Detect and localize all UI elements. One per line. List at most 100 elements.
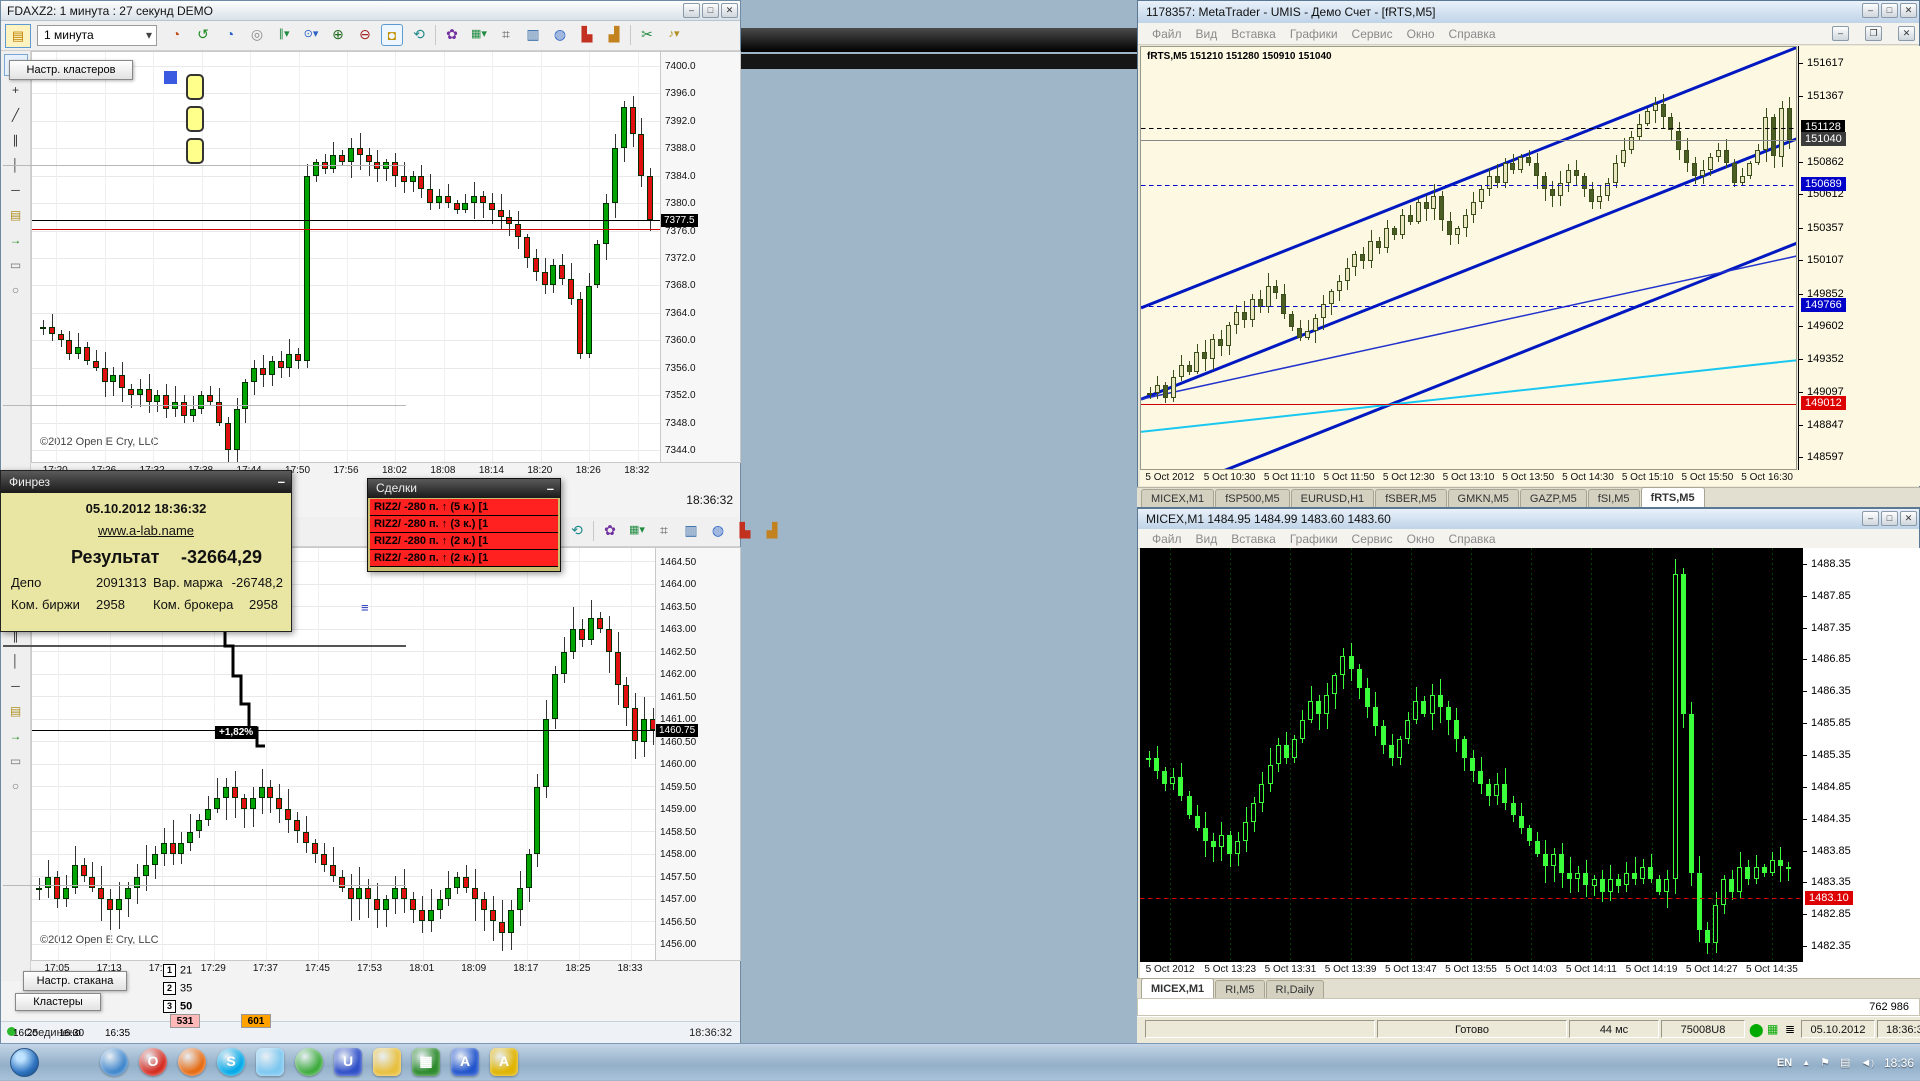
tab-gazp-m5[interactable]: GAZP,M5 bbox=[1520, 489, 1587, 507]
mdi-restore-icon[interactable]: ❐ bbox=[1865, 26, 1882, 41]
opera-icon[interactable]: O bbox=[139, 1048, 167, 1076]
indicator-icon[interactable]: ✿ bbox=[599, 520, 621, 542]
oec-top-chart[interactable]: ©2012 Open E Cry, LLC bbox=[31, 51, 661, 463]
alert-bell-icon[interactable]: ♪▾ bbox=[663, 24, 685, 46]
reload-data-icon[interactable]: ⟲ bbox=[566, 520, 588, 542]
dom-settings-button[interactable]: Настр. стакана bbox=[23, 971, 127, 991]
close-icon[interactable]: ✕ bbox=[721, 3, 738, 18]
tray-expand-icon[interactable]: ▲ bbox=[1802, 1058, 1810, 1067]
menu-item-сервис[interactable]: Сервис bbox=[1352, 532, 1393, 546]
deals-title-bar[interactable]: Сделки – bbox=[368, 479, 560, 498]
tab-micex-m1[interactable]: MICEX,M1 bbox=[1141, 489, 1214, 507]
tab-frts-m5[interactable]: fRTS,M5 bbox=[1641, 487, 1705, 507]
frts-chart[interactable]: fRTS,M5 151210 151280 150910 151040 bbox=[1140, 46, 1797, 470]
network-icon[interactable]: ▤ bbox=[1840, 1056, 1850, 1069]
maximize-icon[interactable]: □ bbox=[1881, 3, 1898, 18]
tab-gmkn-m5[interactable]: GMKN,M5 bbox=[1448, 489, 1519, 507]
tab-eurusd-h1[interactable]: EURUSD,H1 bbox=[1291, 489, 1375, 507]
taskbar-clock[interactable]: 18:36 bbox=[1884, 1056, 1914, 1070]
lock-icon[interactable]: ◘ bbox=[381, 24, 403, 46]
rectangle-tool-icon[interactable]: ▭ bbox=[4, 254, 28, 276]
histogram-icon[interactable]: ▟ bbox=[761, 520, 783, 542]
deal-row[interactable]: RIZ2/ -280 п. ↑ (2 к.) [1 bbox=[370, 550, 558, 567]
snapshot-icon[interactable]: ▥ bbox=[522, 24, 544, 46]
menu-item-справка[interactable]: Справка bbox=[1449, 27, 1496, 41]
volume-profile-icon[interactable]: ▙ bbox=[734, 520, 756, 542]
linked-windows-icon[interactable]: ⌗ bbox=[653, 520, 675, 542]
indicator-icon[interactable]: ✿ bbox=[441, 24, 463, 46]
refresh-icon[interactable]: ↺ bbox=[192, 24, 214, 46]
menu-item-справка[interactable]: Справка bbox=[1449, 532, 1496, 546]
volume-profile-icon[interactable]: ▙ bbox=[576, 24, 598, 46]
ellipse-tool-icon[interactable]: ○ bbox=[4, 775, 28, 797]
compass-icon[interactable]: ◎ bbox=[246, 24, 268, 46]
finrez-title-bar[interactable]: Финрез – bbox=[1, 471, 291, 493]
crosshair-tool-icon[interactable]: + bbox=[4, 79, 28, 101]
parallel-channel-tool-icon[interactable]: ∥ bbox=[4, 129, 28, 151]
menu-item-окно[interactable]: Окно bbox=[1407, 532, 1435, 546]
horizontal-line-tool-icon[interactable]: ─ bbox=[4, 179, 28, 201]
histogram-icon[interactable]: ▟ bbox=[603, 24, 625, 46]
note-tool-icon[interactable]: ▤ bbox=[4, 204, 28, 226]
minimize-icon[interactable]: – bbox=[683, 3, 700, 18]
folder-icon[interactable] bbox=[373, 1048, 401, 1076]
chart-type-icon[interactable]: ∥▾ bbox=[273, 24, 295, 46]
zoom-icon[interactable]: ⊙▾ bbox=[300, 24, 322, 46]
menu-item-вставка[interactable]: Вставка bbox=[1231, 27, 1276, 41]
close-icon[interactable]: ✕ bbox=[1900, 3, 1917, 18]
reload-data-icon[interactable]: ⟲ bbox=[408, 24, 430, 46]
mdi-minimize-icon[interactable]: – bbox=[1832, 26, 1849, 41]
rectangle-tool-icon[interactable]: ▭ bbox=[4, 750, 28, 772]
scissors-icon[interactable]: ✂ bbox=[636, 24, 658, 46]
clusters-button[interactable]: Кластеры bbox=[15, 993, 101, 1011]
chart-settings-icon[interactable]: ▦▾ bbox=[626, 520, 648, 542]
menu-item-вставка[interactable]: Вставка bbox=[1231, 532, 1276, 546]
messenger-icon[interactable] bbox=[256, 1048, 284, 1076]
browser-sphere-icon[interactable] bbox=[100, 1048, 128, 1076]
excel-icon[interactable]: ▦ bbox=[412, 1048, 440, 1076]
menu-item-графики[interactable]: Графики bbox=[1290, 532, 1338, 546]
alab-blue-icon[interactable]: A bbox=[451, 1048, 479, 1076]
zoom-out-icon[interactable]: ⊖ bbox=[354, 24, 376, 46]
minimize-icon[interactable]: – bbox=[1862, 511, 1879, 526]
arrow-tool-icon[interactable]: → bbox=[4, 229, 28, 251]
pie-chart-icon[interactable]: ◔ bbox=[165, 24, 187, 46]
arrow-tool-icon[interactable]: → bbox=[4, 725, 28, 747]
tab-fsp500-m5[interactable]: fSP500,M5 bbox=[1215, 489, 1289, 507]
micex-chart[interactable] bbox=[1140, 548, 1802, 962]
menu-item-файл[interactable]: Файл bbox=[1152, 532, 1182, 546]
pin-note-icon[interactable]: ▤ bbox=[5, 24, 31, 48]
deal-row[interactable]: RIZ2/ -280 п. ↑ (2 к.) [1 bbox=[370, 533, 558, 550]
tab-fsi-m5[interactable]: fSI,M5 bbox=[1588, 489, 1640, 507]
menu-item-графики[interactable]: Графики bbox=[1290, 27, 1338, 41]
note-tool-icon[interactable]: ▤ bbox=[4, 700, 28, 722]
minimize-icon[interactable]: – bbox=[1862, 3, 1879, 18]
flag-icon[interactable]: ⚑ bbox=[1820, 1056, 1830, 1069]
close-icon[interactable]: ✕ bbox=[1900, 511, 1917, 526]
menu-item-сервис[interactable]: Сервис bbox=[1352, 27, 1393, 41]
snapshot-icon[interactable]: ▥ bbox=[680, 520, 702, 542]
mt4-title-bar[interactable]: 1178357: MetaTrader - UMIS - Демо Счет -… bbox=[1138, 1, 1919, 23]
mdi-close-icon[interactable]: ✕ bbox=[1898, 26, 1915, 41]
tab-ri-m5[interactable]: RI,M5 bbox=[1215, 980, 1264, 998]
language-indicator[interactable]: EN bbox=[1777, 1057, 1792, 1069]
firefox-icon[interactable] bbox=[178, 1048, 206, 1076]
maximize-icon[interactable]: □ bbox=[1881, 511, 1898, 526]
tab-ri-daily[interactable]: RI,Daily bbox=[1266, 980, 1325, 998]
ellipse-tool-icon[interactable]: ○ bbox=[4, 279, 28, 301]
menu-item-окно[interactable]: Окно bbox=[1407, 27, 1435, 41]
utorrent-icon[interactable]: U bbox=[334, 1048, 362, 1076]
clock-icon[interactable]: ◔ bbox=[219, 24, 241, 46]
web-icon[interactable]: ◍ bbox=[549, 24, 571, 46]
alab-yellow-icon[interactable]: A bbox=[490, 1048, 518, 1076]
vertical-line-tool-icon[interactable]: │ bbox=[4, 650, 28, 672]
speaker-icon[interactable]: ◄) bbox=[1860, 1057, 1874, 1069]
cluster-settings-button[interactable]: Настр. кластеров bbox=[9, 60, 133, 80]
menu-item-файл[interactable]: Файл bbox=[1152, 27, 1182, 41]
deal-row[interactable]: RIZ2/ -280 п. ↑ (5 к.) [1 bbox=[370, 499, 558, 516]
